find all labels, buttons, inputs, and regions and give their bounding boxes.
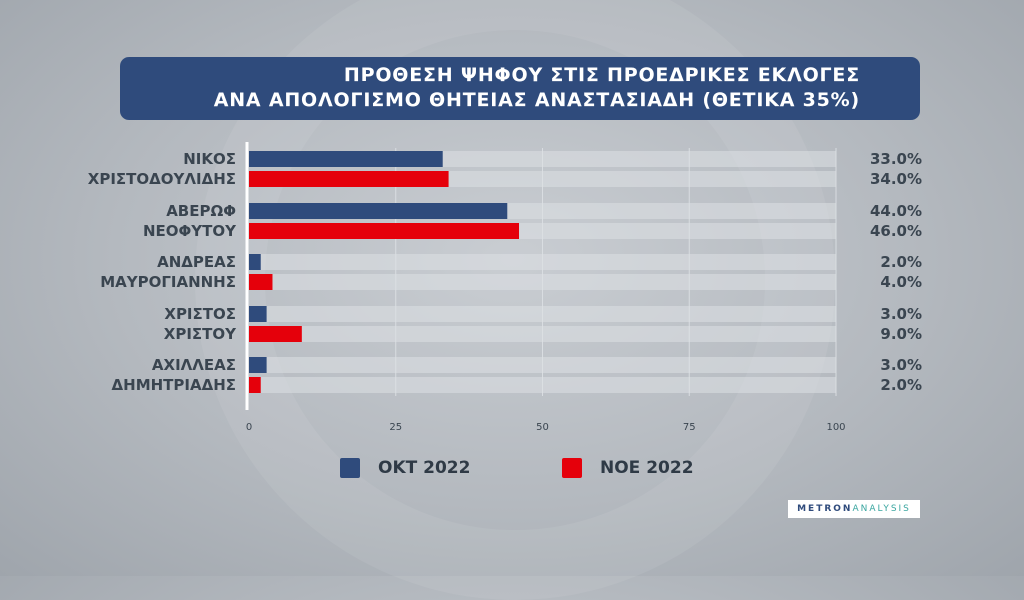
data-label: 4.0% [880,273,922,291]
legend-label-okt: ΟΚΤ 2022 [378,458,471,478]
legend-label-noe: ΝΟΕ 2022 [600,458,694,478]
bar-okt [249,254,261,270]
data-label: 46.0% [870,222,922,240]
category-label: ΝΕΟΦΥΤΟΥ [143,222,237,240]
bar-okt [249,203,508,219]
bar-chart: 33.0% 34.0% ΝΙΚΟΣ ΧΡΙΣΤΟΔΟΥΛΙΔΗΣ 44.0% 46.0% Α… [87,148,922,433]
bar-okt [249,357,267,373]
bar-track [249,357,836,373]
bar-noe [249,326,302,342]
logo-text-metron: METRON [797,504,853,514]
legend-swatch-noe [562,458,582,478]
data-label: 44.0% [870,202,922,220]
legend-swatch-okt [340,458,360,478]
data-label: 3.0% [880,356,922,374]
category-label: ΜΑΥΡΟΓΙΑΝΝΗΣ [100,273,236,291]
bar-noe [249,377,261,393]
data-label: 9.0% [880,325,922,343]
chart-title-banner: ΠΡΟΘΕΣΗ ΨΗΦΟΥ ΣΤΙΣ ΠΡΟΕΔΡΙΚΕΣ ΕΚΛΟΓΕΣ ΑΝ… [120,57,920,120]
bar-track [249,377,836,393]
x-tick-label: 100 [826,422,845,433]
data-label: 2.0% [880,253,922,271]
metron-analysis-logo: METRON ANALYSIS [788,500,920,518]
category-label: ΧΡΙΣΤΟΣ [164,305,236,323]
bar-okt [249,151,443,167]
bar-noe [249,171,449,187]
category-label: ΧΡΙΣΤΟΥ [164,325,237,343]
bar-track [249,326,836,342]
logo-text-analysis: ANALYSIS [852,504,911,514]
bar-track [249,254,836,270]
data-label: 3.0% [880,305,922,323]
category-label: ΧΡΙΣΤΟΔΟΥΛΙΔΗΣ [88,170,236,188]
bar-track [249,274,836,290]
category-label: ΝΙΚΟΣ [183,150,236,168]
category-label: ΔΗΜΗΤΡΙΑΔΗΣ [112,376,236,394]
bar-okt [249,306,267,322]
category-label: ΑΒΕΡΩΦ [166,202,236,220]
category-label: ΑΝΔΡΕΑΣ [157,253,236,271]
legend-item-okt: ΟΚΤ 2022 [340,456,470,480]
data-label: 33.0% [870,150,922,168]
category-label: ΑΧΙΛΛΕΑΣ [152,356,236,374]
bar-noe [249,274,273,290]
x-tick-label: 75 [683,422,696,433]
legend-item-noe: ΝΟΕ 2022 [562,456,694,480]
x-tick-label: 50 [536,422,549,433]
x-tick-label: 25 [389,422,402,433]
chart-title-line-1: ΠΡΟΘΕΣΗ ΨΗΦΟΥ ΣΤΙΣ ΠΡΟΕΔΡΙΚΕΣ ΕΚΛΟΓΕΣ [343,64,860,86]
data-label: 2.0% [880,376,922,394]
x-tick-label: 0 [246,422,252,433]
chart-title-line-2: ΑΝΑ ΑΠΟΛΟΓΙΣΜΟ ΘΗΤΕΙΑΣ ΑΝΑΣΤΑΣΙΑΔΗ (ΘΕΤΙ… [213,89,860,111]
bar-track [249,306,836,322]
bar-noe [249,223,520,239]
data-label: 34.0% [870,170,922,188]
